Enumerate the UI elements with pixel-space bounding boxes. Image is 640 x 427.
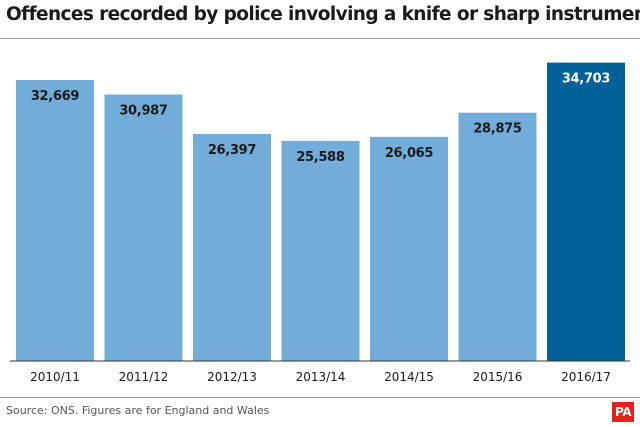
x-tick-label: 2016/17	[561, 370, 611, 384]
value-label: 30,987	[119, 104, 168, 119]
chart-title: Offences recorded by police involving a …	[6, 4, 640, 25]
bar-2013-14	[281, 140, 360, 361]
value-label: 25,588	[296, 150, 345, 165]
bar-2016-17	[547, 62, 625, 361]
bar-2010-11	[16, 80, 94, 361]
bar-chart: 32,669 2010/11 30,987 2011/12 26,397 2012/13 2…	[10, 62, 630, 384]
value-label: 26,397	[208, 143, 257, 158]
value-label: 34,703	[562, 72, 611, 87]
x-tick-label: 2010/11	[30, 370, 80, 384]
x-tick-label: 2013/14	[296, 370, 346, 384]
x-tick-label: 2012/13	[207, 370, 257, 384]
source-note: Source: ONS. Figures are for England and…	[6, 404, 270, 417]
bar-2014-15	[370, 136, 448, 361]
bar-2015-16	[458, 112, 537, 361]
value-label: 26,065	[385, 146, 434, 161]
bar-2012-13	[193, 134, 271, 361]
x-tick-label: 2015/16	[473, 370, 523, 384]
pa-logo: PA	[612, 402, 634, 422]
x-tick-label: 2011/12	[119, 370, 169, 384]
x-tick-label: 2014/15	[384, 370, 434, 384]
value-label: 28,875	[473, 122, 522, 137]
footer-divider	[0, 397, 640, 398]
title-divider	[0, 38, 640, 39]
value-label: 32,669	[31, 89, 80, 104]
bar-2011-12	[104, 94, 183, 361]
